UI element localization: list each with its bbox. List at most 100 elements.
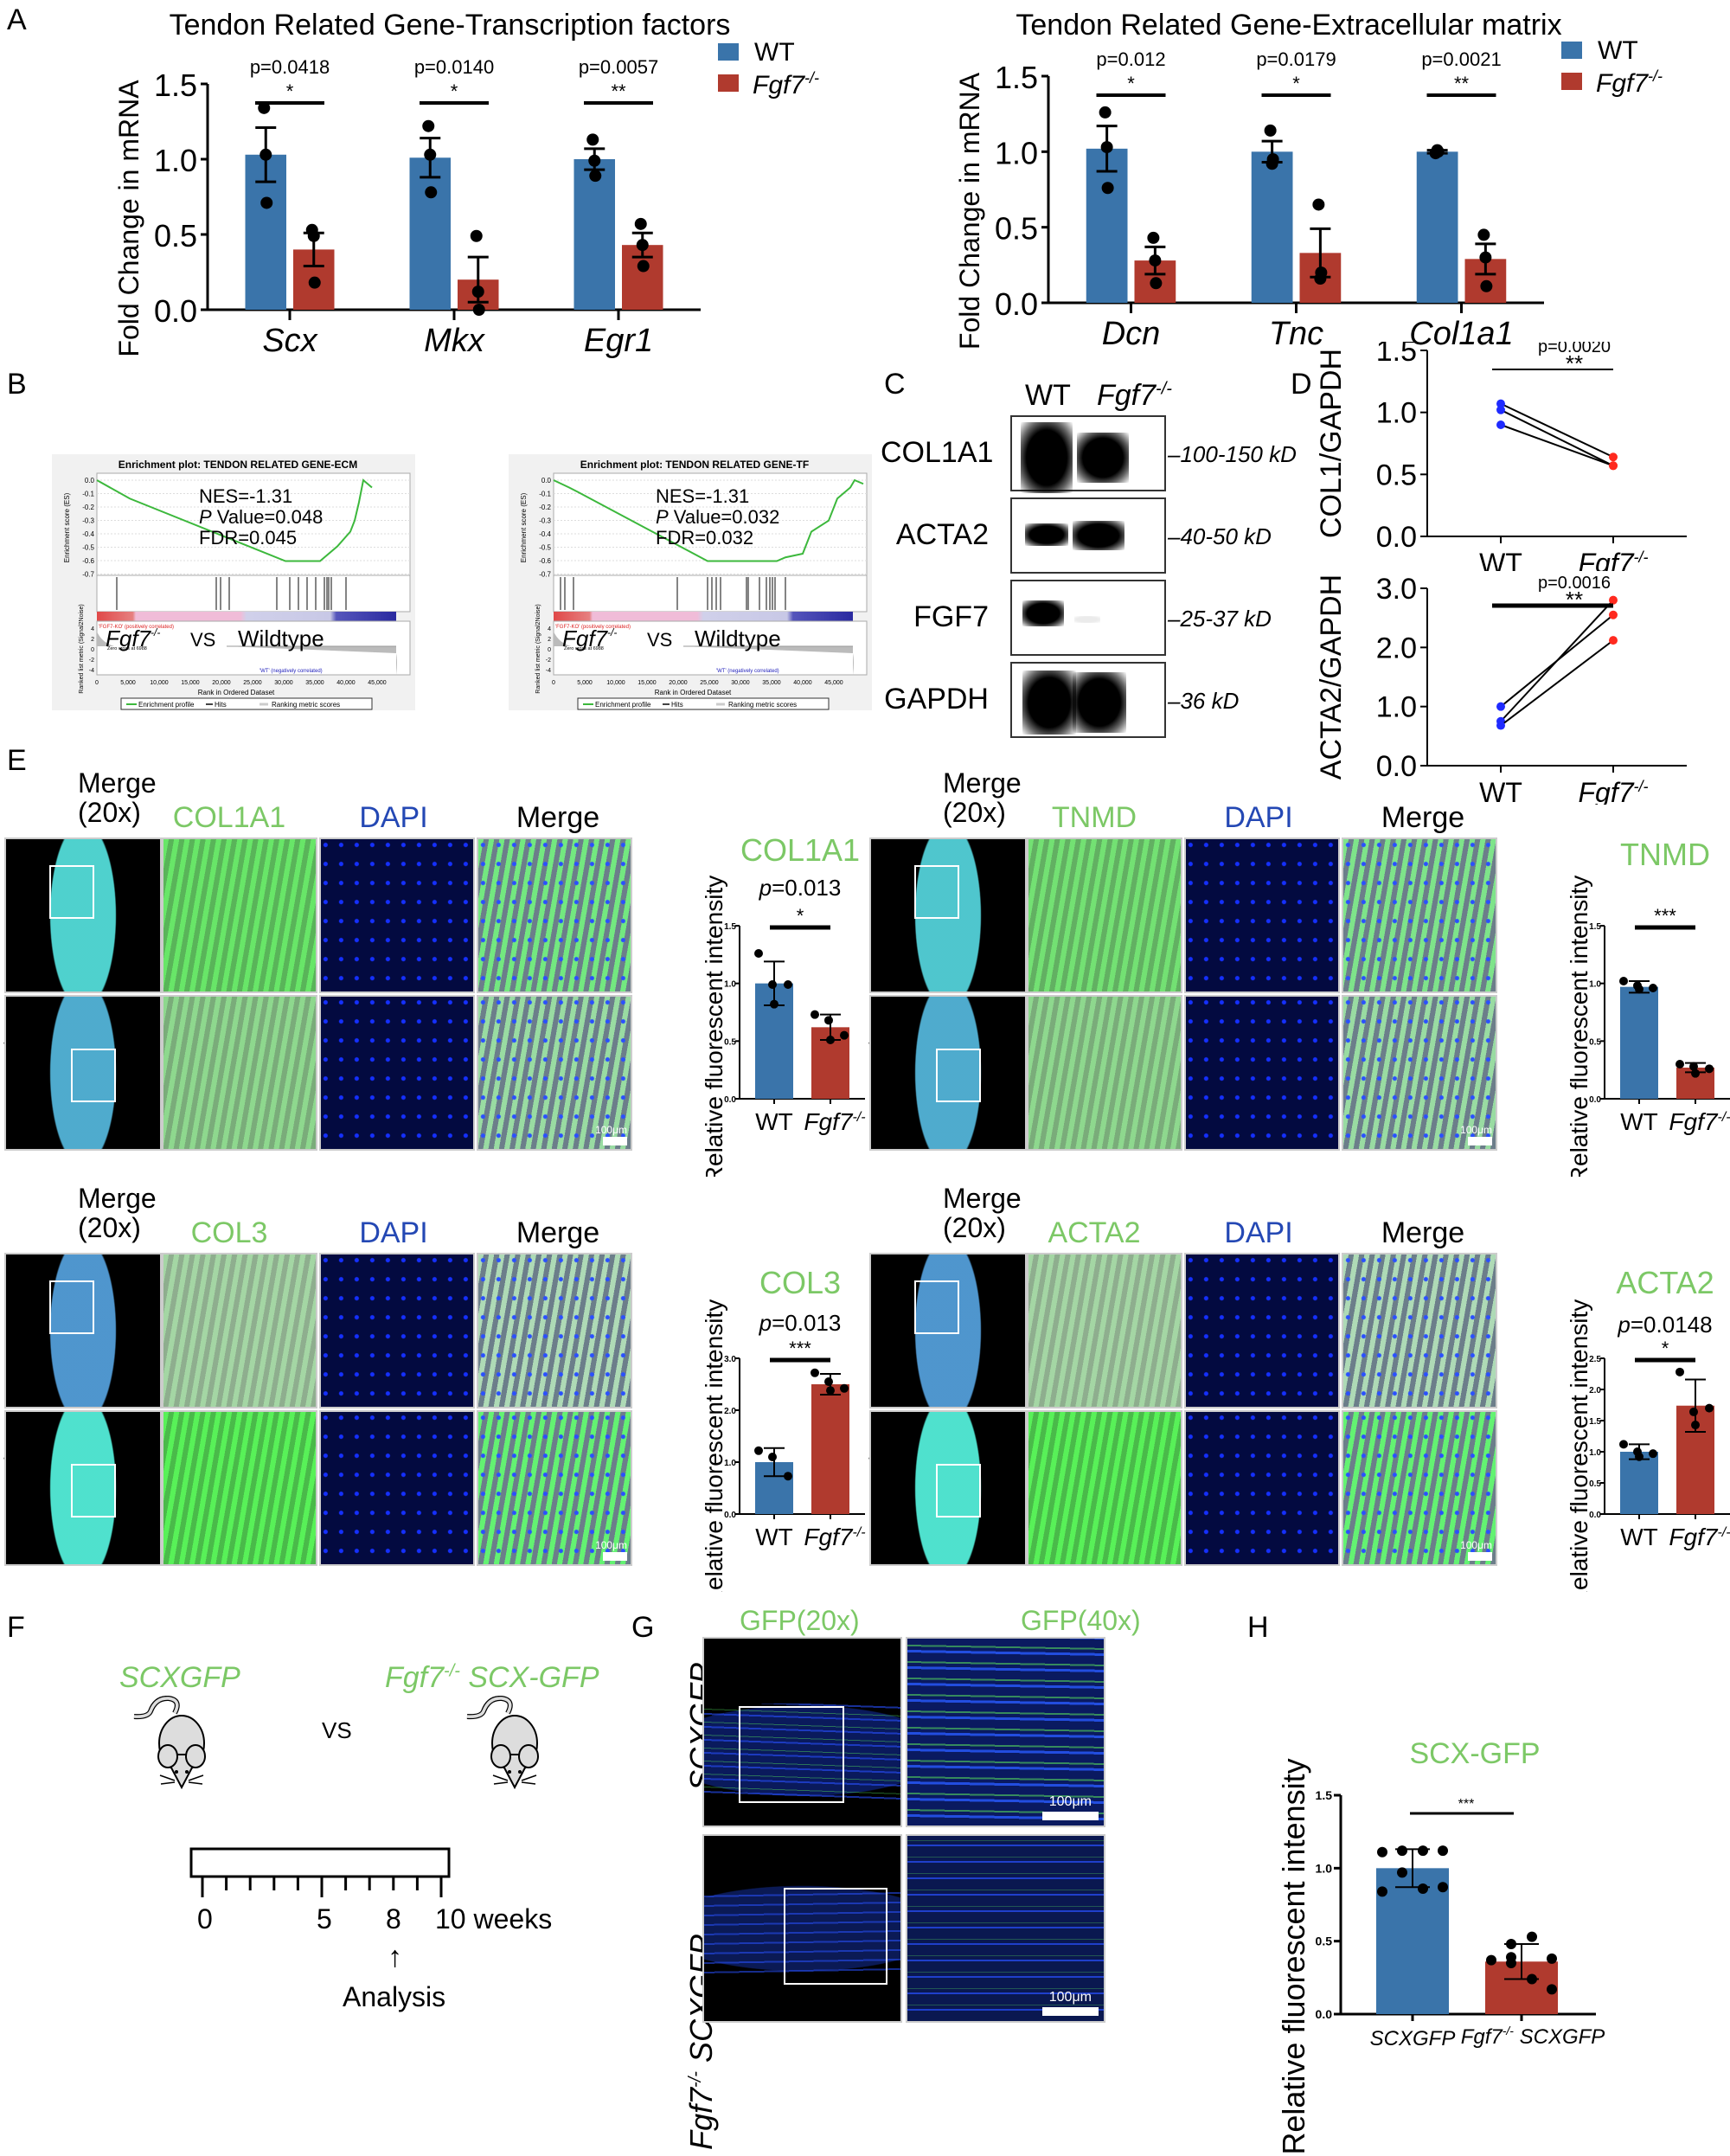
y-axis-label: Fold Change in mRNA — [954, 72, 985, 350]
svg-text:Rank in Ordered Dataset: Rank in Ordered Dataset — [655, 689, 732, 696]
svg-text:Fgf7-/-: Fgf7-/- — [1669, 1108, 1730, 1135]
svg-text:Enrichment score (ES): Enrichment score (ES) — [63, 492, 71, 562]
svg-text:**: ** — [1566, 350, 1583, 376]
svg-text:0.0: 0.0 — [154, 293, 197, 329]
wb-blot-fgf7 — [1010, 580, 1166, 656]
if-image-tnmd-ko-merge20x — [869, 995, 1027, 1151]
data-point — [260, 148, 272, 161]
svg-text:WT: WT — [1479, 548, 1522, 571]
svg-text:-0.2: -0.2 — [82, 504, 94, 511]
svg-text:WT: WT — [1479, 777, 1522, 805]
data-point — [1147, 231, 1160, 244]
svg-text:5,000: 5,000 — [120, 680, 136, 686]
svg-text:35,000: 35,000 — [762, 680, 781, 686]
significance-stars: ** — [611, 80, 626, 102]
scale-bar-label: 100μm — [1460, 1539, 1492, 1551]
svg-text:0.5: 0.5 — [1316, 1935, 1333, 1948]
marker-header: ACTA2 — [1048, 1216, 1141, 1249]
marker-header: TNMD — [1051, 801, 1137, 834]
significance-stars: * — [1127, 73, 1135, 94]
svg-text:1.0: 1.0 — [724, 1459, 736, 1468]
panel-letter-h: H — [1247, 1611, 1269, 1644]
data-point — [470, 229, 483, 242]
merge-header: Merge — [516, 1216, 600, 1249]
svg-text:Wildtype: Wildtype — [695, 626, 781, 651]
data-point — [588, 154, 601, 167]
svg-text:-4: -4 — [546, 668, 551, 674]
significance-stars: * — [286, 80, 294, 102]
marker-header: COL1A1 — [172, 801, 286, 834]
svg-text:'WT' (negatively correlated): 'WT' (negatively correlated) — [716, 669, 779, 674]
x-tick-label: Dcn — [1102, 316, 1161, 352]
merge-20x-header: Merge (20x) — [943, 767, 1022, 828]
if-image-col1a1-ko-dapi — [319, 995, 475, 1151]
svg-text:1.5: 1.5 — [1376, 342, 1417, 368]
svg-text:1.0: 1.0 — [1589, 1448, 1601, 1458]
mouse-label-fgf7-scxgfp: Fgf7-/- SCX-GFP — [385, 1661, 599, 1694]
svg-text:2.0: 2.0 — [1376, 632, 1417, 664]
panel-letter-g: G — [631, 1611, 655, 1644]
bar — [1416, 151, 1458, 303]
wb-kd-marker: –100-150 kD — [1168, 441, 1297, 467]
wb-protein-label: FGF7 — [913, 600, 989, 633]
svg-text:0.5: 0.5 — [1589, 1479, 1601, 1489]
svg-text:***: *** — [1654, 905, 1676, 927]
data-point — [1264, 124, 1277, 137]
if-image-col1a1-ko-merge: 100μm — [477, 995, 632, 1151]
svg-text:15,000: 15,000 — [638, 680, 657, 686]
dapi-header: DAPI — [359, 801, 428, 834]
if-image-col1a1-wt-dapi — [319, 837, 475, 993]
svg-text:1.5: 1.5 — [154, 67, 197, 103]
p-value: p=0.0179 — [1256, 48, 1336, 70]
svg-text:3.0: 3.0 — [1376, 573, 1417, 606]
g-image-scx-40x: 100μm — [906, 1637, 1105, 1827]
data-point — [589, 170, 602, 183]
up-arrow-icon: ↑ — [388, 1941, 402, 1973]
legend-wt: WT — [754, 38, 795, 67]
svg-text:Wildtype: Wildtype — [238, 626, 324, 651]
g-image-ko-20x — [702, 1834, 902, 2023]
wb-blot-acta2 — [1010, 497, 1166, 574]
if-image-col3-ko-marker — [162, 1410, 317, 1566]
x-tick-label: Mkx — [424, 323, 486, 359]
svg-text:40,000: 40,000 — [793, 680, 812, 686]
svg-text:Fgf7-/-: Fgf7-/- — [804, 1524, 865, 1550]
bar — [573, 159, 615, 310]
wb-protein-label: ACTA2 — [895, 518, 989, 551]
svg-text:WT: WT — [755, 1524, 793, 1550]
if-image-tnmd-wt-merge20x — [869, 837, 1027, 993]
svg-text:20,000: 20,000 — [669, 680, 688, 686]
if-image-acta2-ko-merge: 100μm — [1342, 1410, 1497, 1566]
svg-text:-0.6: -0.6 — [539, 557, 551, 565]
svg-text:2.5: 2.5 — [1589, 1355, 1601, 1364]
p-value: p=0.0418 — [250, 56, 330, 78]
svg-text:0.0: 0.0 — [1376, 750, 1417, 783]
dapi-header: DAPI — [1224, 801, 1293, 834]
svg-text:-0.7: -0.7 — [82, 571, 94, 579]
mouse-icon-left — [133, 1696, 206, 1790]
svg-text:10,000: 10,000 — [150, 680, 169, 686]
data-point — [1477, 228, 1490, 241]
p-value: p=0.0140 — [414, 56, 494, 78]
svg-text:30,000: 30,000 — [731, 680, 750, 686]
svg-text:1.0: 1.0 — [1316, 1861, 1333, 1875]
data-point — [258, 101, 271, 114]
data-point — [471, 286, 484, 298]
svg-text:-0.7: -0.7 — [539, 571, 551, 579]
marker-header: COL3 — [190, 1216, 268, 1249]
g-col-40x: GFP(40x) — [1021, 1605, 1141, 1636]
svg-text:30,000: 30,000 — [274, 680, 293, 686]
svg-text:Hits: Hits — [215, 701, 227, 709]
svg-text:NES=-1.31: NES=-1.31 — [656, 485, 749, 507]
if-image-col3-wt-merge20x — [4, 1253, 162, 1408]
svg-text:p=0.0020: p=0.0020 — [1538, 342, 1611, 356]
svg-text:VS: VS — [190, 629, 215, 651]
x-tick-label: Col1a1 — [1409, 316, 1513, 352]
data-point — [636, 239, 649, 252]
data-point — [260, 196, 273, 209]
if-image-tnmd-wt-merge — [1342, 837, 1497, 993]
y-axis-label: Fold Change in mRNA — [113, 80, 144, 357]
merge-header: Merge — [1381, 1216, 1465, 1249]
